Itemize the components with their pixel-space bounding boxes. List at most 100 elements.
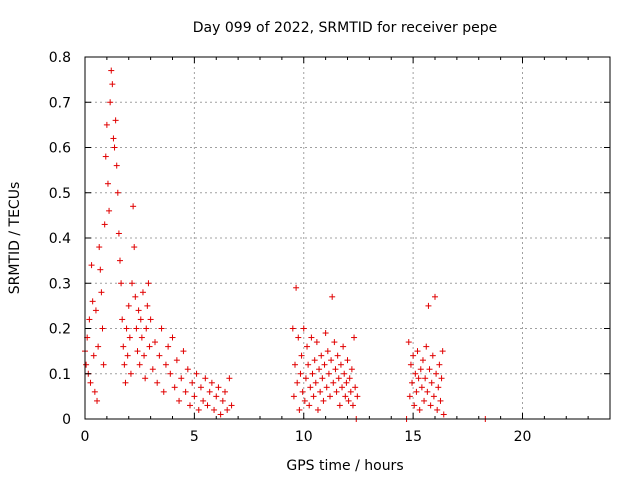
data-point xyxy=(156,352,163,359)
data-point xyxy=(137,316,144,323)
data-point xyxy=(182,388,189,395)
y-tick-label: 0.7 xyxy=(49,95,71,111)
y-tick-label: 0.5 xyxy=(49,186,71,202)
data-point xyxy=(417,366,424,373)
data-point xyxy=(224,406,231,413)
data-point xyxy=(144,302,151,309)
data-point xyxy=(187,402,193,409)
data-point xyxy=(320,397,327,404)
data-point xyxy=(407,361,414,368)
data-point xyxy=(103,121,110,128)
data-point xyxy=(119,316,126,323)
data-point xyxy=(336,402,343,409)
x-axis-label: GPS time / hours xyxy=(286,458,403,474)
data-point xyxy=(94,397,101,404)
data-point xyxy=(425,302,432,309)
data-point xyxy=(341,370,348,377)
data-point xyxy=(160,388,167,395)
data-point xyxy=(304,343,311,350)
data-point xyxy=(306,402,313,409)
data-point xyxy=(438,375,445,382)
data-point xyxy=(88,262,95,269)
data-point xyxy=(411,402,418,409)
data-point xyxy=(347,388,354,395)
data-point xyxy=(129,280,136,287)
data-point xyxy=(217,411,224,418)
data-point xyxy=(325,370,332,377)
data-point xyxy=(427,402,434,409)
data-point xyxy=(110,135,117,142)
data-point xyxy=(117,257,123,264)
data-point xyxy=(339,384,346,391)
data-point xyxy=(158,325,165,332)
data-point xyxy=(324,348,331,355)
data-point xyxy=(132,293,139,300)
data-points xyxy=(82,67,489,422)
grid-lines xyxy=(85,57,610,419)
data-point xyxy=(437,397,444,404)
data-point xyxy=(154,379,161,386)
x-tick-label: 15 xyxy=(404,429,422,445)
data-point xyxy=(90,352,97,359)
data-point xyxy=(176,397,183,404)
data-point xyxy=(295,334,302,341)
y-axis-label: SRMTID / TECUs xyxy=(7,182,23,295)
data-point xyxy=(228,402,235,409)
data-point xyxy=(424,388,431,395)
x-tick-label: 5 xyxy=(190,429,199,445)
data-point xyxy=(436,361,443,368)
data-point xyxy=(121,361,128,368)
data-point xyxy=(109,81,116,88)
data-point xyxy=(191,393,198,400)
data-point xyxy=(95,343,102,350)
data-point xyxy=(104,180,111,187)
data-point xyxy=(330,379,337,386)
data-point xyxy=(421,397,428,404)
data-point xyxy=(310,393,317,400)
y-tick-label: 0.3 xyxy=(49,276,71,292)
data-point xyxy=(173,357,180,364)
data-point xyxy=(147,316,154,323)
data-point xyxy=(434,406,441,413)
data-point xyxy=(118,280,125,287)
data-point xyxy=(122,379,129,386)
data-point xyxy=(439,348,446,355)
data-point xyxy=(416,406,423,413)
data-point xyxy=(206,388,213,395)
data-point xyxy=(131,244,138,251)
data-point xyxy=(351,334,358,341)
data-point xyxy=(92,307,99,314)
data-point xyxy=(178,375,185,382)
y-tick-label: 0.8 xyxy=(49,50,71,66)
data-point xyxy=(189,379,196,386)
data-point xyxy=(112,117,119,124)
data-point xyxy=(429,352,436,359)
data-point xyxy=(180,348,187,355)
data-point xyxy=(342,393,349,400)
data-point xyxy=(435,384,442,391)
data-point xyxy=(197,384,204,391)
data-point xyxy=(406,393,413,400)
data-point xyxy=(162,361,169,368)
data-point xyxy=(418,384,425,391)
data-point xyxy=(193,370,200,377)
data-point xyxy=(226,375,233,382)
data-point xyxy=(300,325,307,332)
data-point xyxy=(83,361,90,368)
data-point xyxy=(335,375,342,382)
data-point xyxy=(165,343,172,350)
data-point xyxy=(316,366,323,373)
data-point xyxy=(308,334,315,341)
data-point xyxy=(343,379,350,386)
data-point xyxy=(321,361,328,368)
data-point xyxy=(440,411,447,418)
data-point xyxy=(293,284,300,291)
axis-ticks: 0 5 10 15 20 0 0.1 0.2 0.3 0.4 0.5 0.6 0.7 0.8 xyxy=(49,50,611,445)
data-point xyxy=(314,406,321,413)
data-point xyxy=(317,388,324,395)
data-point xyxy=(120,343,127,350)
data-point xyxy=(319,375,326,382)
data-point xyxy=(135,307,142,314)
data-point xyxy=(108,67,115,74)
y-tick-label: 0.4 xyxy=(49,231,71,247)
